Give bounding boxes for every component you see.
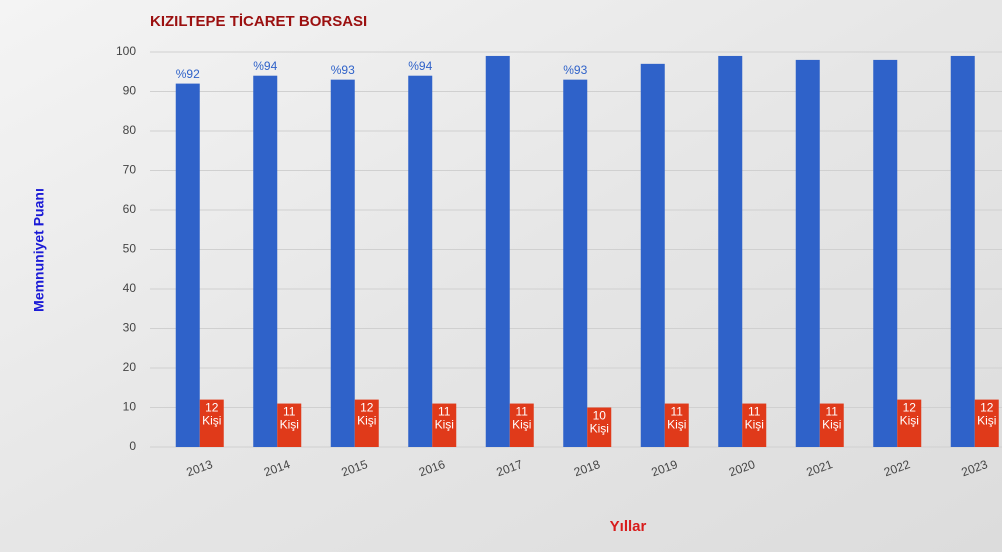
value-label: 11 Kişi [667,405,686,432]
y-tick-label: 0 [129,439,136,453]
x-axis-title: Yıllar [610,518,647,535]
value-label: %93 [563,63,587,77]
value-label: 11 Kişi [280,405,299,432]
bar [640,63,665,447]
bar [432,403,457,447]
bar [330,79,355,448]
bar [718,55,743,447]
y-tick-label: 30 [123,321,137,335]
bar [587,407,612,447]
bar [175,83,200,447]
y-tick-label: 70 [123,163,137,177]
bar [795,59,820,448]
bar [873,59,898,448]
y-axis-title: Memnuniyet Puanı [31,188,47,312]
bar [485,55,510,447]
bar [408,75,433,447]
bar [354,399,379,447]
bar [742,403,767,447]
bar [277,403,302,447]
y-tick-label: 20 [123,360,137,374]
value-label: 12 Kişi [977,401,996,428]
bar [563,79,588,448]
value-label: %92 [176,67,200,81]
bar [974,399,999,447]
value-label: 11 Kişi [822,405,841,432]
bar [253,75,278,447]
y-tick-label: 40 [123,281,137,295]
value-label: %94 [408,59,432,73]
value-label: %93 [331,63,355,77]
value-label: 11 Kişi [512,405,531,432]
bar [509,403,534,447]
y-tick-label: 50 [123,242,137,256]
y-tick-label: 100 [116,44,136,58]
y-tick-label: 10 [123,400,137,414]
y-tick-label: 60 [123,202,137,216]
value-label: 12 Kişi [357,401,376,428]
value-label: %94 [253,59,277,73]
value-label: 11 Kişi [435,405,454,432]
value-label: 12 Kişi [202,401,221,428]
value-label: 10 Kişi [590,409,609,436]
y-tick-label: 90 [123,84,137,98]
bar [819,403,844,447]
bar [664,403,689,447]
bar [950,55,975,447]
y-tick-label: 80 [123,123,137,137]
value-label: 12 Kişi [900,401,919,428]
chart-title: KIZILTEPE TİCARET BORSASI [150,13,367,30]
value-label: 11 Kişi [745,405,764,432]
bar [897,399,922,447]
bar [199,399,224,447]
